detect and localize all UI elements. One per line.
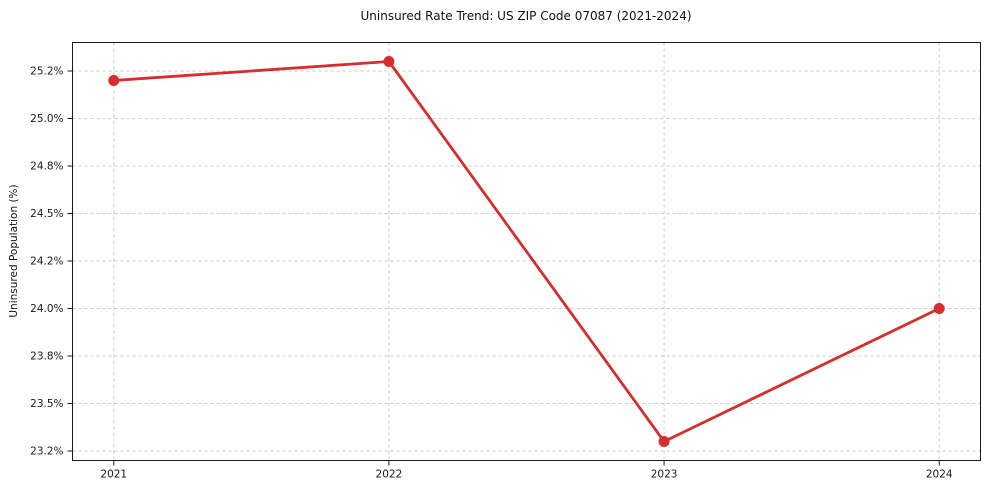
y-tick-label: 25.2% (30, 66, 63, 78)
data-point-2023 (658, 436, 670, 447)
x-tick-label: 2021 (100, 469, 127, 481)
y-tick-label: 24.5% (30, 208, 63, 220)
y-tick-label: 24.8% (30, 161, 63, 173)
y-tick-label: 23.2% (30, 446, 63, 458)
plot-border (72, 42, 981, 461)
chart-title: Uninsured Rate Trend: US ZIP Code 07087 … (360, 9, 692, 23)
y-tick-label: 24.0% (30, 303, 63, 315)
trend-line (112, 60, 941, 443)
data-point-2024 (933, 303, 945, 314)
y-tick-label: 24.2% (30, 256, 63, 268)
y-tick-label: 23.8% (30, 351, 63, 363)
x-tick-label: 2024 (926, 469, 953, 481)
x-tick-label: 2022 (376, 469, 403, 481)
data-point-2021 (108, 75, 120, 86)
x-tick-label: 2023 (651, 469, 678, 481)
y-tick-label: 23.5% (30, 398, 63, 410)
y-tick-label: 25.0% (30, 113, 63, 125)
data-point-2022 (383, 56, 395, 67)
